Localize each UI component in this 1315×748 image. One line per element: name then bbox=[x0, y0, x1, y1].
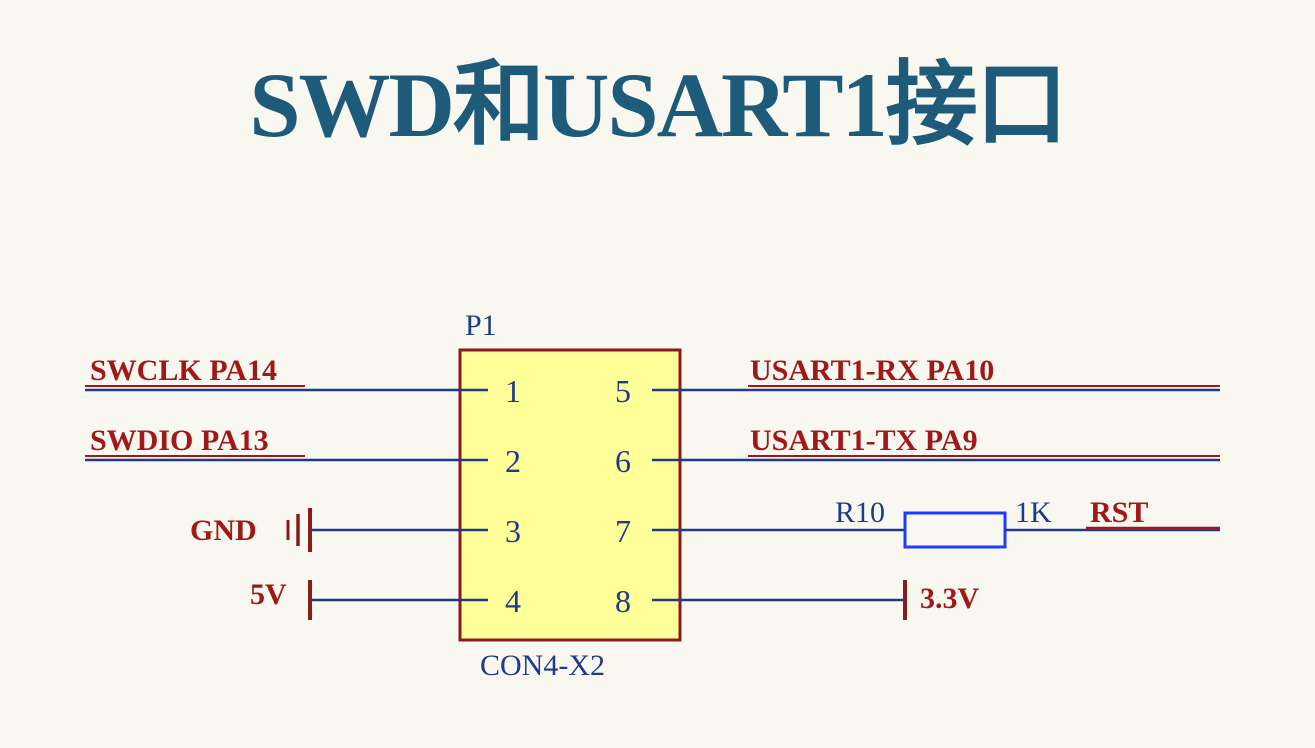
svg-text:6: 6 bbox=[615, 443, 631, 479]
svg-text:5: 5 bbox=[615, 373, 631, 409]
right-net-labels: USART1-RX PA10 USART1-TX PA9 bbox=[680, 354, 1220, 460]
left-net-labels: SWCLK PA14 SWDIO PA13 bbox=[85, 354, 460, 460]
svg-text:RST: RST bbox=[1090, 496, 1148, 529]
svg-text:3.3V: 3.3V bbox=[920, 582, 980, 615]
svg-text:GND: GND bbox=[190, 514, 257, 547]
svg-text:8: 8 bbox=[615, 583, 631, 619]
svg-text:5V: 5V bbox=[250, 578, 287, 611]
svg-text:P1: P1 bbox=[465, 309, 497, 342]
schematic-canvas: P1 CON4-X2 1 2 3 4 5 6 7 8 SWCLK PA14 SWDIO PA13… bbox=[0, 0, 1315, 748]
5v-symbol: 5V bbox=[250, 578, 460, 620]
svg-text:CON4-X2: CON4-X2 bbox=[480, 649, 605, 682]
resistor-r10: R10 1K RST bbox=[680, 496, 1220, 547]
svg-text:1K: 1K bbox=[1015, 496, 1052, 529]
svg-text:SWDIO PA13: SWDIO PA13 bbox=[90, 424, 269, 457]
svg-text:1: 1 bbox=[505, 373, 521, 409]
3v3-symbol: 3.3V bbox=[680, 580, 980, 620]
svg-text:2: 2 bbox=[505, 443, 521, 479]
connector-p1: P1 CON4-X2 1 2 3 4 5 6 7 8 bbox=[460, 309, 680, 682]
svg-text:USART1-TX PA9: USART1-TX PA9 bbox=[750, 424, 978, 457]
svg-text:4: 4 bbox=[505, 583, 521, 619]
gnd-symbol: GND bbox=[190, 508, 460, 552]
svg-text:USART1-RX PA10: USART1-RX PA10 bbox=[750, 354, 994, 387]
svg-text:3: 3 bbox=[505, 513, 521, 549]
svg-text:SWCLK PA14: SWCLK PA14 bbox=[90, 354, 277, 387]
svg-text:R10: R10 bbox=[835, 496, 885, 529]
svg-text:7: 7 bbox=[615, 513, 631, 549]
